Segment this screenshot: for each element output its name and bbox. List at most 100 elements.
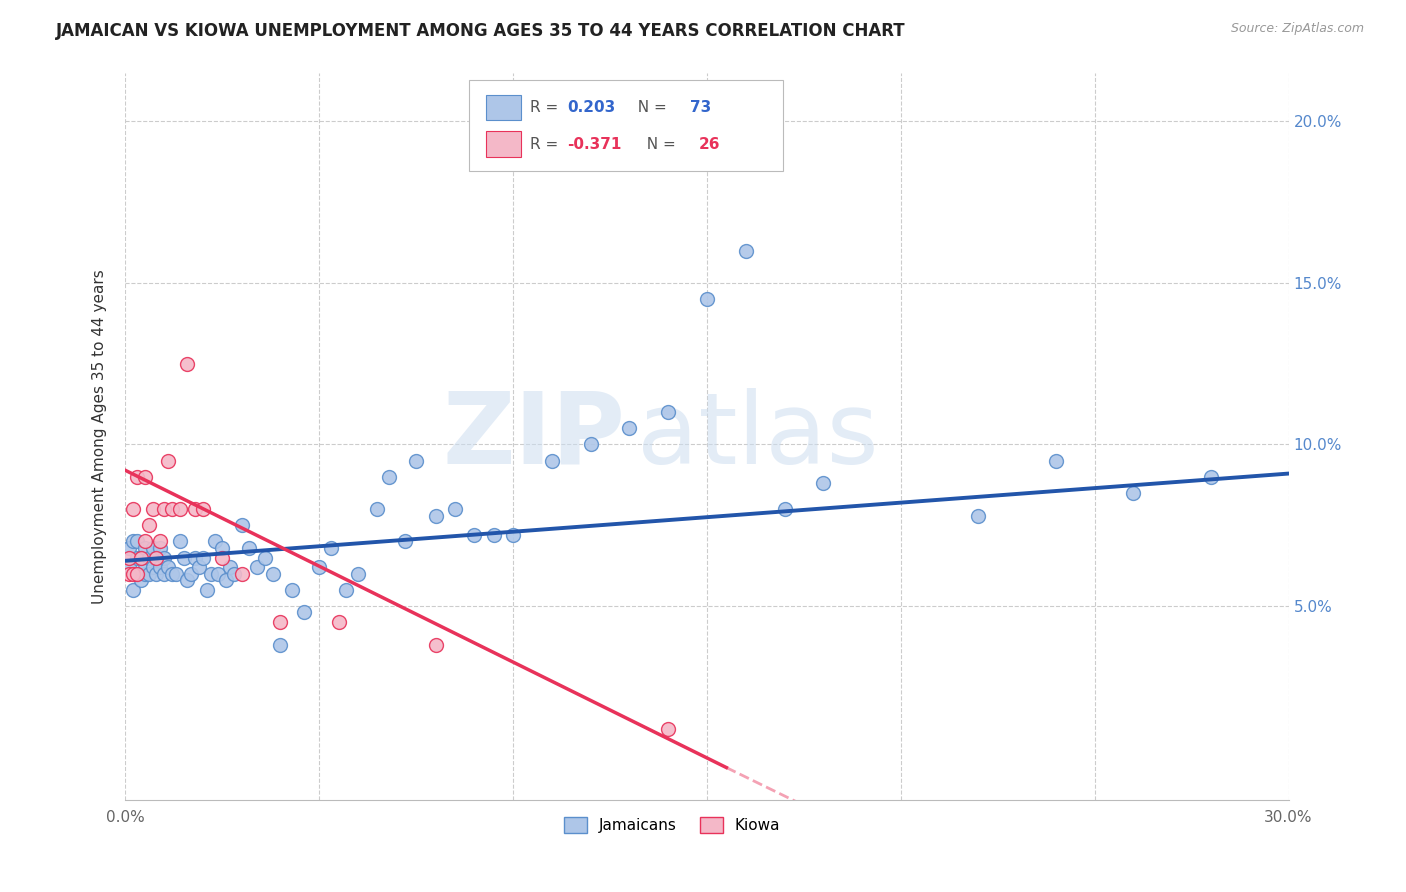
Point: [134, 534, 156, 549]
Point: [165, 566, 187, 581]
Point: [204, 534, 226, 549]
Point: [134, 470, 156, 484]
Point: [125, 534, 148, 549]
Text: N =: N =: [628, 101, 672, 115]
Point: [222, 566, 245, 581]
Text: 0.203: 0.203: [568, 101, 616, 115]
Point: [141, 502, 163, 516]
Point: [253, 550, 276, 565]
Point: [125, 566, 148, 581]
Point: [405, 453, 427, 467]
Point: [292, 606, 315, 620]
Point: [366, 502, 388, 516]
Point: [138, 518, 160, 533]
Point: [141, 541, 163, 555]
Point: [394, 534, 416, 549]
Point: [207, 566, 229, 581]
Point: [141, 560, 163, 574]
Point: [200, 566, 222, 581]
Point: [118, 541, 141, 555]
Legend: Jamaicans, Kiowa: Jamaicans, Kiowa: [558, 811, 786, 839]
Point: [269, 638, 291, 652]
Point: [129, 550, 152, 565]
Point: [145, 550, 167, 565]
Point: [246, 560, 269, 574]
Point: [328, 615, 350, 630]
Point: [813, 476, 835, 491]
Point: [1199, 470, 1222, 484]
Text: ZIP: ZIP: [443, 388, 626, 485]
Point: [231, 518, 253, 533]
Point: [347, 566, 370, 581]
Text: 26: 26: [699, 136, 720, 152]
Point: [118, 566, 141, 581]
Point: [145, 550, 167, 565]
Point: [149, 534, 172, 549]
Point: [176, 357, 198, 371]
Text: 73: 73: [689, 101, 711, 115]
Point: [211, 550, 233, 565]
Point: [134, 557, 156, 571]
Point: [125, 550, 148, 565]
Point: [734, 244, 756, 258]
Point: [184, 550, 207, 565]
Point: [219, 560, 242, 574]
Point: [482, 528, 505, 542]
Bar: [486, 131, 520, 157]
Text: R =: R =: [530, 136, 564, 152]
Point: [1045, 453, 1067, 467]
Point: [169, 534, 191, 549]
Point: [967, 508, 990, 523]
Point: [191, 550, 214, 565]
Point: [262, 566, 284, 581]
FancyBboxPatch shape: [468, 80, 783, 171]
Point: [176, 573, 198, 587]
Point: [502, 528, 524, 542]
Bar: [486, 95, 520, 120]
Point: [463, 528, 485, 542]
Text: atlas: atlas: [637, 388, 879, 485]
Y-axis label: Unemployment Among Ages 35 to 44 years: Unemployment Among Ages 35 to 44 years: [93, 269, 107, 604]
Text: Source: ZipAtlas.com: Source: ZipAtlas.com: [1230, 22, 1364, 36]
Point: [125, 470, 148, 484]
Point: [169, 502, 191, 516]
Point: [335, 582, 357, 597]
Point: [180, 566, 202, 581]
Point: [319, 541, 342, 555]
Point: [153, 502, 176, 516]
Point: [160, 502, 183, 516]
Point: [122, 566, 145, 581]
Point: [773, 502, 796, 516]
Text: N =: N =: [637, 136, 681, 152]
Point: [195, 582, 218, 597]
Point: [657, 722, 679, 736]
Point: [134, 541, 156, 555]
Point: [125, 566, 148, 581]
Point: [281, 582, 304, 597]
Point: [149, 541, 172, 555]
Point: [579, 437, 602, 451]
Point: [211, 541, 233, 555]
Point: [134, 566, 156, 581]
Point: [238, 541, 260, 555]
Point: [138, 566, 160, 581]
Point: [184, 502, 207, 516]
Point: [425, 508, 447, 523]
Point: [269, 615, 291, 630]
Point: [696, 292, 718, 306]
Point: [657, 405, 679, 419]
Point: [1122, 486, 1144, 500]
Point: [231, 566, 253, 581]
Point: [129, 573, 152, 587]
Point: [157, 453, 180, 467]
Point: [444, 502, 467, 516]
Text: -0.371: -0.371: [568, 136, 621, 152]
Point: [378, 470, 401, 484]
Point: [118, 550, 141, 565]
Point: [153, 550, 176, 565]
Point: [215, 573, 238, 587]
Point: [153, 566, 176, 581]
Point: [425, 638, 447, 652]
Point: [173, 550, 195, 565]
Point: [129, 550, 152, 565]
